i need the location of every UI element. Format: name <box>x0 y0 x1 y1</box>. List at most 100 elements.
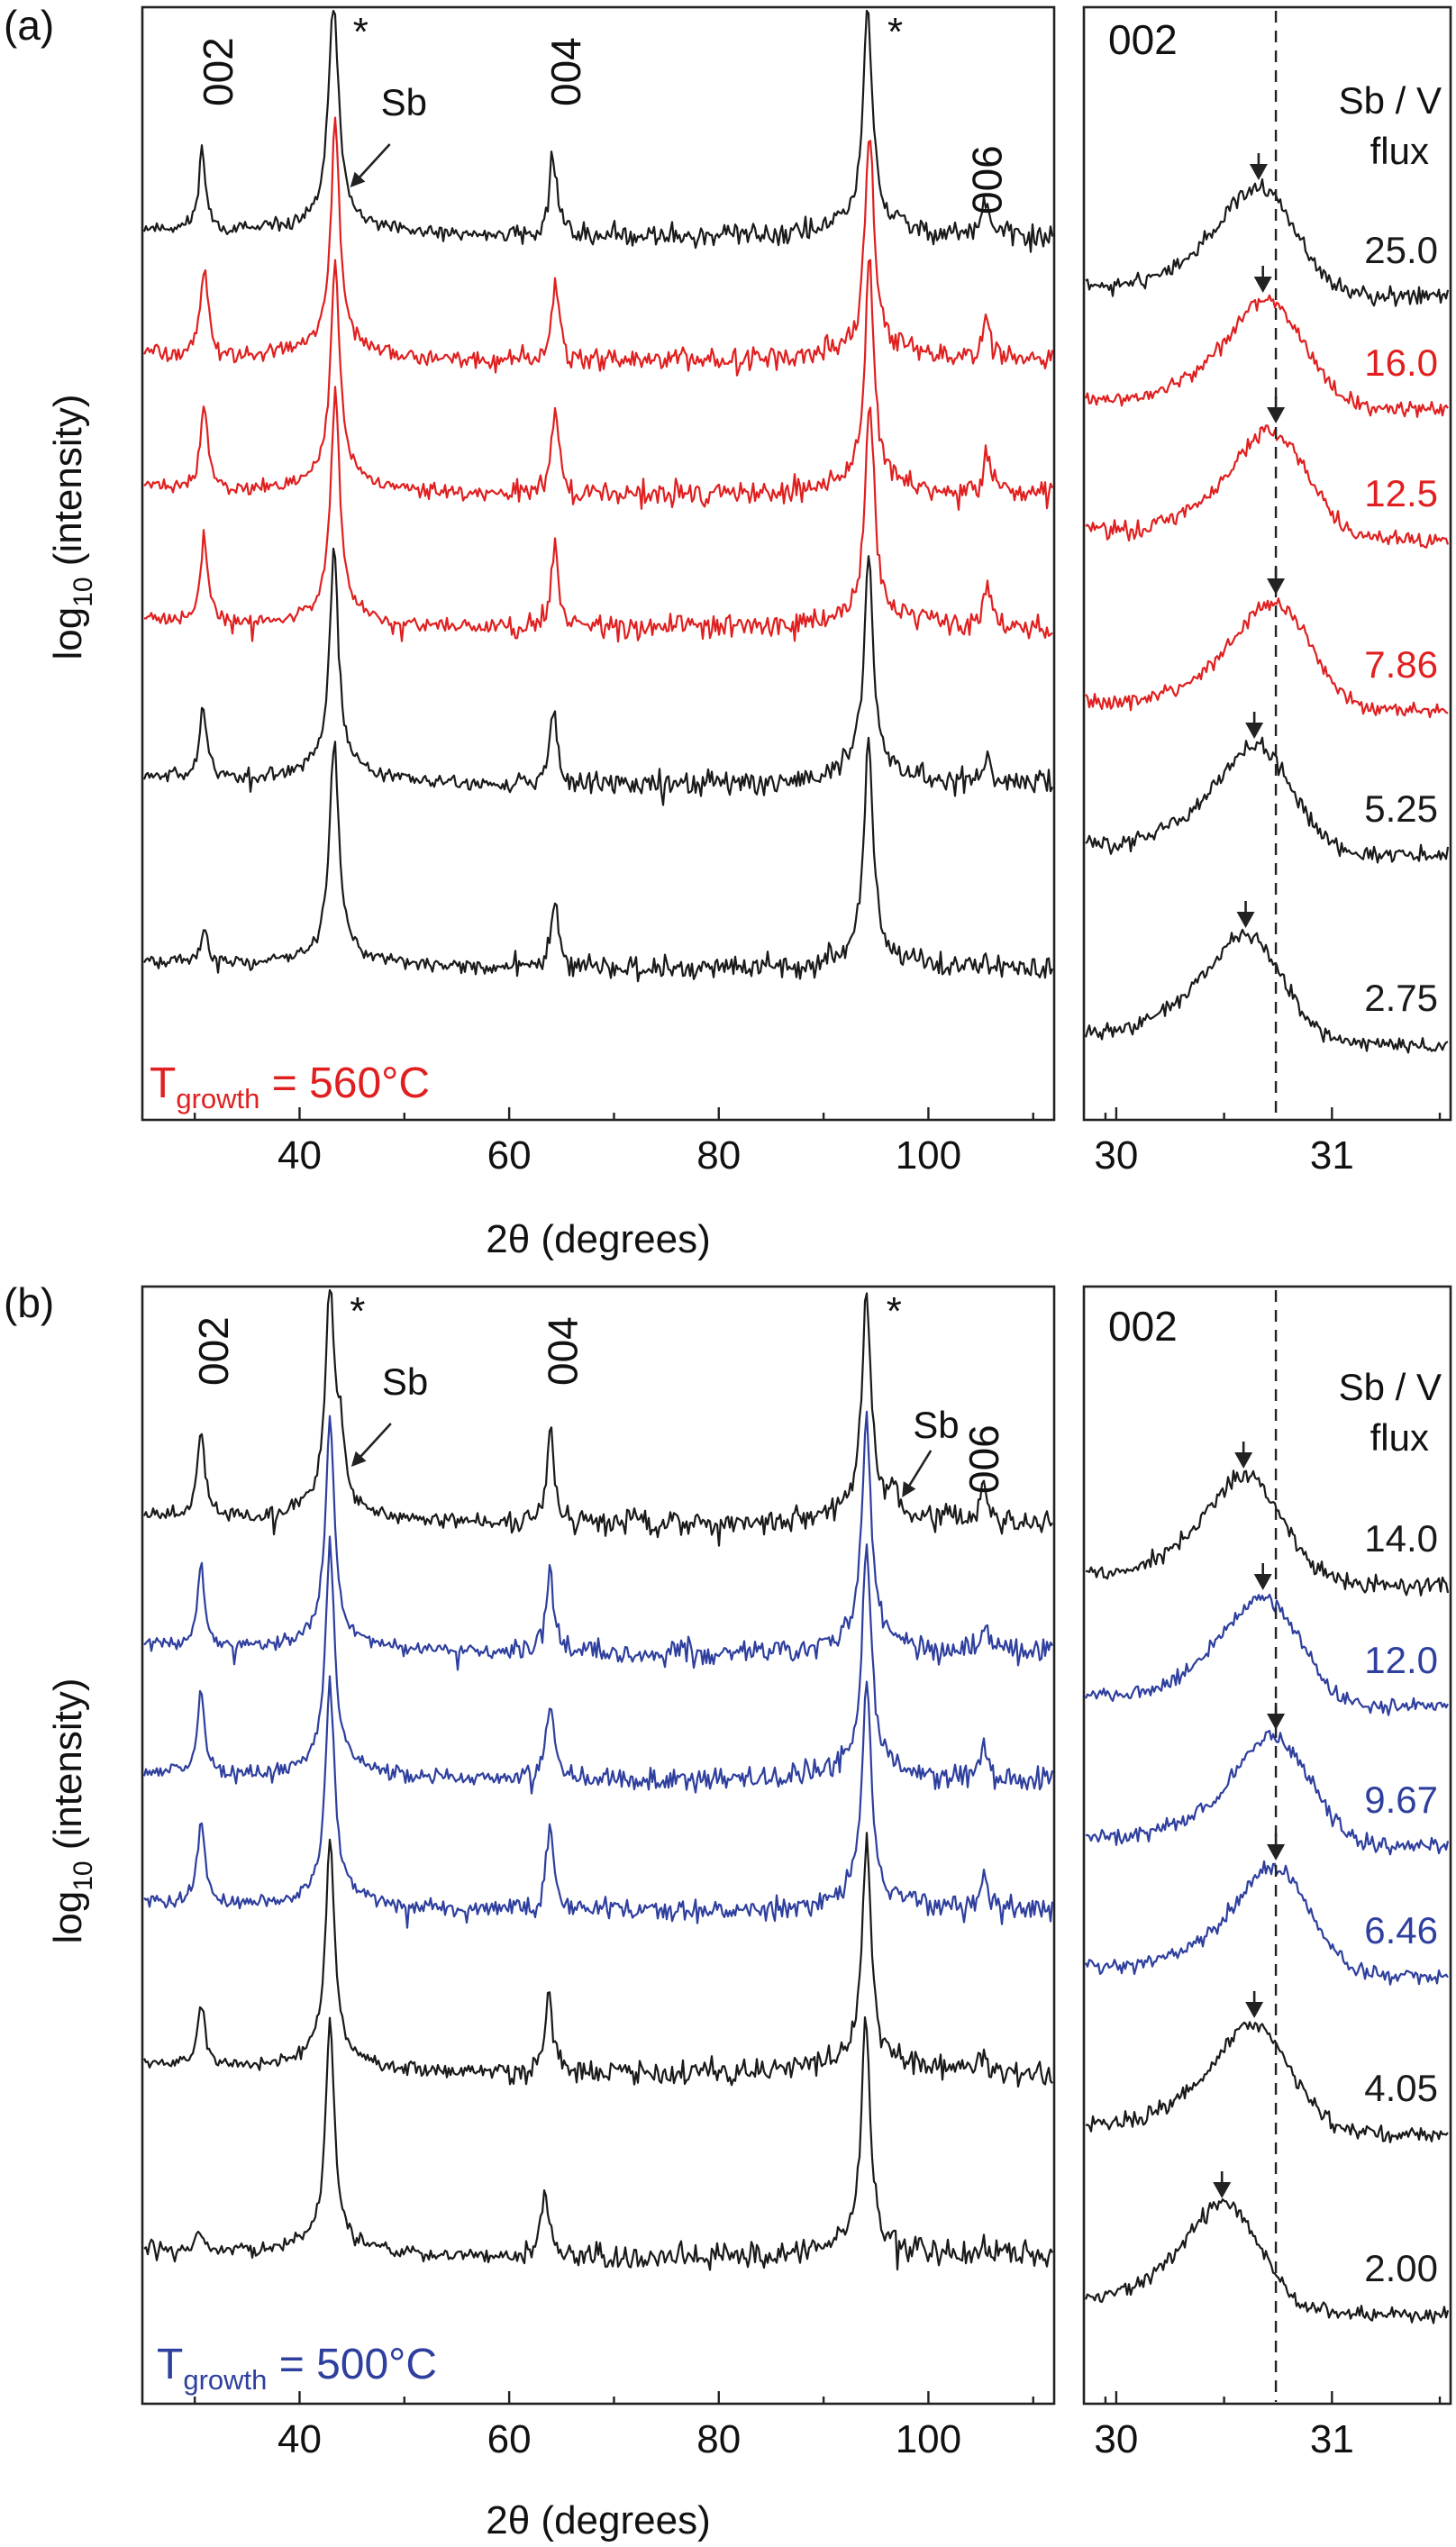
inset-trace-14.0 <box>1085 1469 1450 1596</box>
flux-ratio-label: 6.46 <box>1364 1909 1438 1951</box>
x-tick-label: 100 <box>896 2417 961 2461</box>
x-tick-label: 40 <box>278 2417 322 2461</box>
peak-position-arrow <box>1267 568 1286 595</box>
panel-b-inset-annotations: 14.0 12.0 9.67 6.46 4.05 2.00 <box>1213 1290 1438 2402</box>
sb-impurity-label: Sb <box>913 1404 959 1446</box>
x-tick-label: 80 <box>696 2417 741 2461</box>
peak-label-006: 006 <box>960 1424 1007 1494</box>
inset-trace-9.67 <box>1085 1729 1450 1856</box>
xrd-trace-5.25 <box>142 547 1054 806</box>
panel-a-frame <box>141 5 1056 1122</box>
peak-position-arrow <box>1234 1442 1253 1469</box>
peak-label-002: 002 <box>195 37 241 106</box>
peak-position-arrow <box>1249 153 1268 180</box>
panel-b-y-axis-label: log10 (intensity) <box>46 1678 98 1943</box>
flux-ratio-label: 4.05 <box>1364 2067 1438 2109</box>
sb-impurity-arrow <box>350 143 391 187</box>
panel-a-peak-annotations: 002 * 004 * 006 Sb <box>195 10 1011 214</box>
inset-x-tick-label: 31 <box>1310 1133 1354 1178</box>
panel-a-y-axis-label: log10 (intensity) <box>46 394 98 659</box>
panel-b-x-axis-label: 2θ (degrees) <box>486 2498 710 2542</box>
panel-a-main: (a) 002 * 004 * 006 Sb 40 60 80 100 2θ (degrees)… <box>4 2 1056 1261</box>
inset-trace-16.0 <box>1084 294 1449 418</box>
inset-trace-12.5 <box>1085 424 1450 549</box>
panel-a-inset-peak-label: 002 <box>1108 16 1178 63</box>
panel-a-inset-frame <box>1082 5 1452 1122</box>
panel-a-inset-legend-subtitle: flux <box>1370 130 1429 172</box>
inset-trace-25.0 <box>1085 177 1450 307</box>
panel-b-x-ticks: 40 60 80 100 <box>193 2391 1034 2461</box>
peak-position-arrow <box>1236 901 1255 928</box>
x-tick-label: 80 <box>696 1133 741 1178</box>
peak-label-002: 002 <box>190 1316 237 1386</box>
reference-peak-star: * <box>350 1289 365 1333</box>
xrd-trace-2.75 <box>143 736 1054 983</box>
panel-b-inset-legend-title: Sb / V <box>1339 1366 1442 1408</box>
panel-b-inset-legend-subtitle: flux <box>1370 1416 1429 1459</box>
panel-a-x-ticks: 40 60 80 100 <box>193 1107 1034 1178</box>
panel-b-label: (b) <box>4 1279 54 1326</box>
peak-position-arrow <box>1253 266 1272 293</box>
peak-position-arrow <box>1245 1991 1264 2018</box>
inset-x-tick-label: 30 <box>1094 1133 1138 1178</box>
x-tick-label: 60 <box>487 1133 532 1178</box>
panel-a-label: (a) <box>4 2 54 49</box>
x-tick-label: 40 <box>278 1133 322 1178</box>
inset-trace-2.75 <box>1084 928 1449 1054</box>
peak-position-arrow <box>1267 396 1286 423</box>
flux-ratio-label: 16.0 <box>1364 341 1438 384</box>
flux-ratio-label: 2.00 <box>1364 2247 1438 2289</box>
xrd-trace-25.0 <box>142 9 1054 253</box>
peak-label-004: 004 <box>539 1316 586 1386</box>
peak-position-arrow <box>1253 1563 1272 1590</box>
panel-b-frame <box>141 1285 1056 2406</box>
panel-b-inset-x-ticks: 30 31 <box>1094 2391 1442 2461</box>
sb-impurity-arrow <box>350 1423 392 1467</box>
sb-impurity-arrow <box>902 1450 933 1497</box>
panel-a-inset-legend-title: Sb / V <box>1339 79 1442 122</box>
inset-trace-12.0 <box>1084 1593 1449 1716</box>
panel-b-growth-temperature: Tgrowth = 500°C <box>157 2341 437 2396</box>
panel-a-inset-x-ticks: 30 31 <box>1094 1107 1442 1178</box>
panel-a-inset-traces <box>1084 177 1450 1054</box>
sb-impurity-label: Sb <box>382 1360 428 1403</box>
xrd-trace-9.67 <box>142 1535 1054 1795</box>
peak-position-arrow <box>1267 1703 1286 1730</box>
panel-a-inset-annotations: 25.0 16.0 12.5 7.86 5.25 2.75 <box>1236 11 1438 1118</box>
xrd-trace-16.0 <box>143 116 1054 377</box>
xrd-trace-7.86 <box>143 386 1053 643</box>
panel-b-inset-peak-label: 002 <box>1108 1303 1178 1350</box>
flux-ratio-label: 5.25 <box>1364 787 1438 830</box>
xrd-trace-14.0 <box>143 1288 1053 1547</box>
peak-label-004: 004 <box>542 37 589 106</box>
xrd-trace-12.5 <box>143 259 1054 511</box>
inset-trace-7.86 <box>1085 597 1449 719</box>
panel-a-growth-temperature: Tgrowth = 560°C <box>150 1060 430 1114</box>
flux-ratio-label: 2.75 <box>1364 977 1438 1019</box>
x-tick-label: 60 <box>487 2417 532 2461</box>
reference-peak-star: * <box>353 10 369 54</box>
peak-position-arrow <box>1267 1833 1286 1860</box>
peak-position-arrow <box>1245 712 1264 739</box>
flux-ratio-label: 25.0 <box>1364 229 1438 271</box>
reference-peak-star: * <box>887 10 903 54</box>
inset-trace-5.25 <box>1085 736 1450 864</box>
peak-label-006: 006 <box>964 145 1011 214</box>
flux-ratio-label: 12.0 <box>1364 1639 1438 1681</box>
panel-b-inset-traces <box>1084 1469 1450 2324</box>
xrd-trace-6.46 <box>143 1675 1054 1929</box>
inset-x-tick-label: 31 <box>1310 2417 1354 2461</box>
panel-a-inset: 25.0 16.0 12.5 7.86 5.25 2.75 30 31 002 Sb / V… <box>1082 5 1452 1178</box>
xrd-trace-2.00 <box>143 2016 1053 2271</box>
flux-ratio-label: 12.5 <box>1364 472 1438 514</box>
flux-ratio-label: 14.0 <box>1364 1517 1438 1560</box>
flux-ratio-label: 9.67 <box>1364 1778 1438 1821</box>
panel-b-inset-frame <box>1082 1285 1452 2406</box>
panel-b-inset: 14.0 12.0 9.67 6.46 4.05 2.00 30 31 002 Sb / V… <box>1082 1285 1452 2461</box>
xrd-trace-4.05 <box>143 1832 1053 2088</box>
x-tick-label: 100 <box>896 1133 961 1178</box>
inset-trace-4.05 <box>1085 2021 1449 2143</box>
